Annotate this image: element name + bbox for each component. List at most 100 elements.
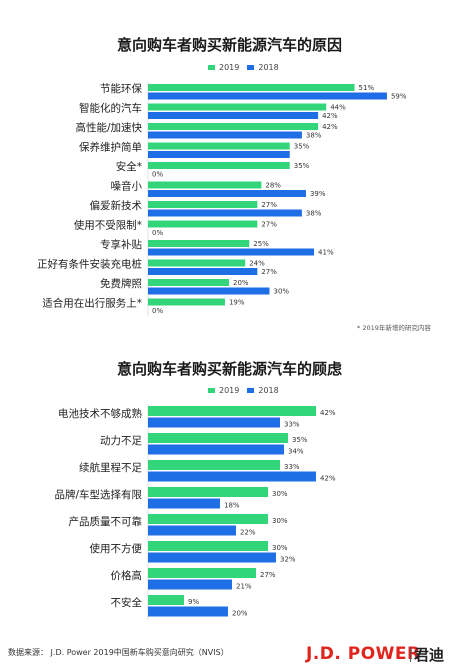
bar-2018: [148, 131, 302, 139]
value-label-2019: 27%: [260, 571, 276, 579]
bar-2018: [148, 444, 284, 455]
bar-2019: [148, 433, 288, 443]
bar-2019: [148, 123, 319, 130]
bar-2018: [148, 112, 319, 119]
legend-2019-label: 2019: [219, 63, 240, 72]
category-label: 保养维护简单: [79, 141, 142, 154]
value-label-2019: 30%: [272, 490, 288, 498]
category-label: 噪音小: [111, 180, 143, 193]
value-label-2019: 27%: [261, 221, 277, 229]
value-label-2018: 42%: [322, 112, 338, 120]
category-label: 使用不方便: [90, 542, 143, 555]
bar-2019: [148, 595, 184, 605]
bar-2019: [148, 103, 327, 111]
bar-2019: [148, 460, 280, 470]
value-label-2019: 44%: [330, 104, 346, 112]
value-label-2018: 18%: [224, 502, 240, 510]
bar-2018: [148, 268, 258, 275]
category-label: 高性能/加速快: [75, 121, 142, 134]
legend-2019-swatch: [208, 388, 215, 393]
category-label: 专享补贴: [100, 238, 142, 251]
bar-2018: [148, 552, 276, 563]
category-label: 适合用在出行服务上*: [42, 297, 142, 310]
data-source: 数据来源： J.D. Power 2019中国新车购买意向研究（NVIS）: [8, 648, 229, 657]
legend-2019-label: 2019: [219, 386, 240, 395]
chart2-bars: 电池技术不够成熟 42% 33% 动力不足 35% 34% 续航里程不足 33% 42% 品牌/车…: [54, 404, 336, 620]
legend-2018-label: 2018: [258, 63, 279, 72]
value-label-2018: 20%: [232, 610, 248, 618]
value-label-2018: 33%: [284, 421, 300, 429]
chart1-legend: 2019 2018: [208, 63, 279, 72]
category-label: 续航里程不足: [79, 461, 142, 474]
bar-2019: [148, 220, 258, 228]
category-label: 免费牌照: [100, 277, 142, 290]
value-label-2018: 38%: [306, 132, 322, 140]
bar-2019: [148, 541, 268, 551]
value-label-2018: 32%: [280, 556, 296, 564]
jd-power-logo: J.D. POWER: [306, 644, 421, 664]
chart2-title: 意向购车者购买新能源汽车的顾虑: [116, 360, 342, 378]
value-label-2019: 35%: [294, 162, 310, 170]
value-label-2018: 59%: [391, 93, 407, 101]
legend-2018-label: 2018: [258, 386, 279, 395]
category-label: 正好有条件安装充电桩: [37, 258, 142, 271]
value-label-2019: 42%: [322, 123, 338, 131]
value-label-2018: 22%: [240, 529, 256, 537]
value-label-2019: 9%: [188, 598, 199, 606]
value-label-2019: 30%: [272, 544, 288, 552]
value-label-2019: 20%: [233, 279, 249, 287]
legend-2019-swatch: [208, 65, 215, 70]
bar-2018: [148, 287, 270, 295]
bar-2018: [148, 190, 306, 197]
category-label: 品牌/车型选择有限: [54, 488, 142, 501]
bar-2018: [148, 248, 315, 256]
value-label-2018: 34%: [288, 448, 304, 456]
bar-2019: [148, 568, 256, 578]
category-label: 不安全: [111, 596, 143, 609]
bar-2019: [148, 298, 225, 306]
value-label-2018: 21%: [236, 583, 252, 591]
bar-2019: [148, 201, 258, 208]
bar-2019: [148, 406, 316, 416]
category-label: 偏爱新技术: [90, 199, 143, 212]
value-label-2018: 27%: [261, 268, 277, 276]
category-label: 动力不足: [100, 434, 142, 447]
bar-2019: [148, 514, 268, 524]
category-label: 智能化的汽车: [79, 102, 142, 115]
bar-2018: [148, 151, 290, 158]
bar-2019: [148, 259, 246, 267]
bar-2019: [148, 84, 355, 91]
category-label: 价格高: [111, 569, 143, 582]
value-label-2018: 42%: [320, 475, 336, 483]
bar-2019: [148, 181, 262, 189]
category-label: 安全*: [116, 160, 142, 173]
value-label-2019: 28%: [265, 182, 281, 190]
value-label-2018: 30%: [274, 288, 290, 296]
bar-2018: [148, 606, 228, 617]
bar-2018: [148, 579, 232, 590]
category-label: 节能环保: [100, 82, 142, 95]
value-label-2018: 0%: [152, 171, 163, 179]
category-label: 使用不受限制*: [74, 219, 142, 232]
logo-divider: [410, 647, 411, 662]
legend-2018-swatch: [247, 65, 255, 70]
chart2-legend: 2019 2018: [208, 386, 279, 395]
value-label-2018: 39%: [310, 190, 326, 198]
category-label: 产品质量不可靠: [69, 515, 143, 528]
chart1-footnote: * 2019年新增的研究内容: [357, 324, 431, 332]
footer: 数据来源： J.D. Power 2019中国新车购买意向研究（NVIS） J.…: [0, 642, 459, 670]
chart1-bars: 节能环保 51%59%智能化的汽车 44%42%高性能/加速快 42%38%保养维护简…: [37, 82, 407, 316]
bar-2018: [148, 498, 220, 509]
chart1-title: 意向购车者购买新能源汽车的原因: [116, 36, 342, 54]
value-label-2018: 0%: [152, 229, 163, 237]
bar-2019: [148, 240, 250, 247]
value-label-2019: 24%: [249, 260, 265, 268]
value-label-2019: 25%: [253, 240, 269, 248]
bar-2018: [148, 417, 280, 428]
value-label-2019: 27%: [261, 201, 277, 209]
value-label-2019: 30%: [272, 517, 288, 525]
value-label-2018: 0%: [152, 307, 163, 315]
bar-2019: [148, 142, 290, 150]
value-label-2019: 51%: [359, 84, 375, 92]
brand-name: 君迪: [414, 646, 445, 664]
